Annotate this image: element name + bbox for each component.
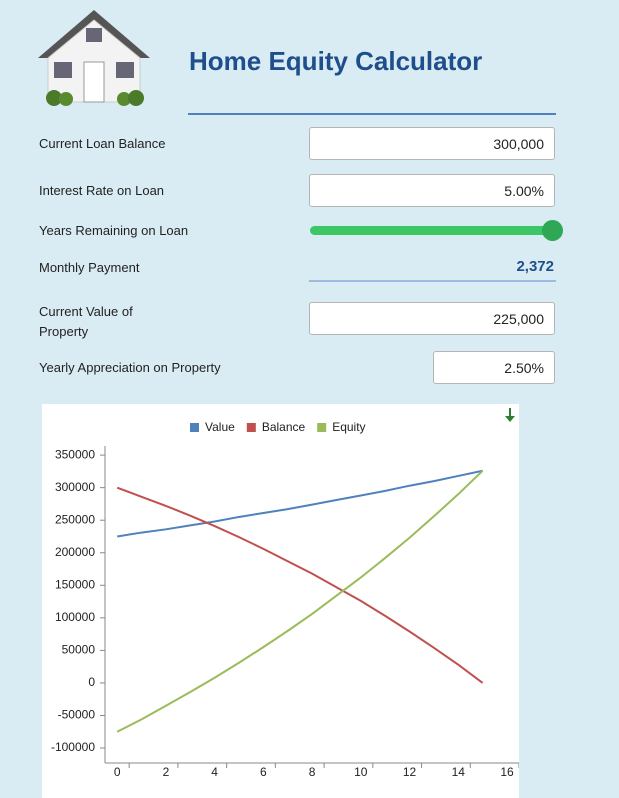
legend-swatch: [246, 423, 256, 432]
field-label: Years Remaining on Loan: [39, 223, 189, 238]
x-tick-label: 0: [114, 765, 121, 779]
y-tick-label: -100000: [51, 740, 95, 754]
y-tick-label: 0: [88, 675, 95, 689]
x-tick-label: 14: [452, 765, 466, 779]
output-rule: [309, 280, 556, 282]
input[interactable]: 5.00%: [309, 174, 555, 207]
legend-label: Balance: [262, 420, 306, 434]
legend-swatch: [190, 423, 199, 432]
chart: 350000 300000 250000 200000 150000 100000 5000…: [42, 404, 519, 798]
legend-swatch: [317, 423, 327, 432]
line: [116, 470, 484, 733]
field-label: Current Loan Balance: [39, 136, 166, 151]
slider-knob[interactable]: [542, 220, 563, 241]
field-label: Monthly Payment: [39, 260, 140, 275]
download-icon[interactable]: [505, 408, 515, 422]
house-icon: [38, 10, 150, 106]
y-tick-label: 250000: [55, 512, 95, 526]
x-tick-label: 2: [163, 765, 170, 779]
field-label: Yearly Appreciation on Property: [39, 360, 221, 375]
y-tick-label: 350000: [55, 447, 95, 461]
x-tick-label: 10: [354, 765, 368, 779]
y-tick-label: 50000: [62, 643, 96, 657]
y-tick-label: -50000: [58, 708, 96, 722]
title-rule: [188, 113, 556, 115]
x-tick-label: 12: [403, 765, 417, 779]
input[interactable]: 2.50%: [433, 351, 555, 384]
field-label: Interest Rate on Loan: [39, 183, 165, 198]
line: [117, 469, 483, 538]
y-tick-label: 200000: [55, 545, 95, 559]
x-tick-label: 16: [500, 765, 514, 779]
x-tick-label: 6: [260, 765, 267, 779]
x-tick-label: 4: [211, 765, 218, 779]
line: [116, 486, 484, 684]
output-value: 2,372: [516, 258, 554, 275]
x-tick-label: 8: [309, 765, 316, 779]
y-tick-label: 300000: [55, 480, 95, 494]
input[interactable]: 225,000: [309, 302, 555, 335]
title: Home Equity Calculator: [189, 46, 483, 76]
legend-label: Equity: [332, 420, 365, 434]
legend-label: Value: [205, 420, 235, 434]
slider-track[interactable]: [310, 226, 554, 235]
y-tick-label: 100000: [55, 610, 95, 624]
field-label: Current Value of Property: [39, 304, 133, 339]
input[interactable]: 300,000: [309, 127, 555, 160]
y-tick-label: 150000: [55, 577, 95, 591]
